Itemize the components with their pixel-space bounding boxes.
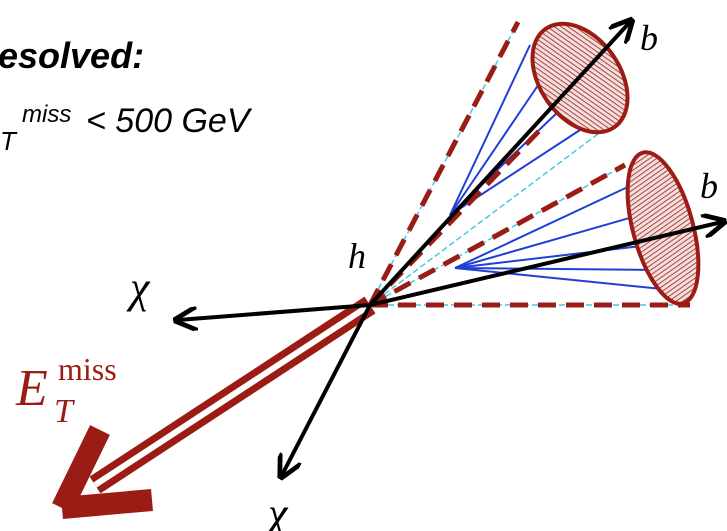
- condition-subscript: T: [0, 126, 18, 156]
- met-symbol: E: [15, 360, 48, 417]
- met-arrow: [62, 305, 370, 508]
- condition-superscript: miss: [22, 101, 71, 128]
- chi-label: χ: [126, 263, 151, 312]
- diagram: esolved: T miss < 500 GeV b b h χ χ E T …: [0, 0, 727, 531]
- met-superscript: miss: [58, 351, 117, 387]
- met-subscript: T: [54, 393, 75, 430]
- condition-text: < 500 GeV: [86, 102, 253, 140]
- h-label: h: [348, 236, 366, 276]
- b-label: b: [640, 18, 658, 58]
- chi-label: χ: [264, 489, 289, 531]
- title: esolved:: [0, 35, 144, 76]
- b-label: b: [700, 166, 718, 206]
